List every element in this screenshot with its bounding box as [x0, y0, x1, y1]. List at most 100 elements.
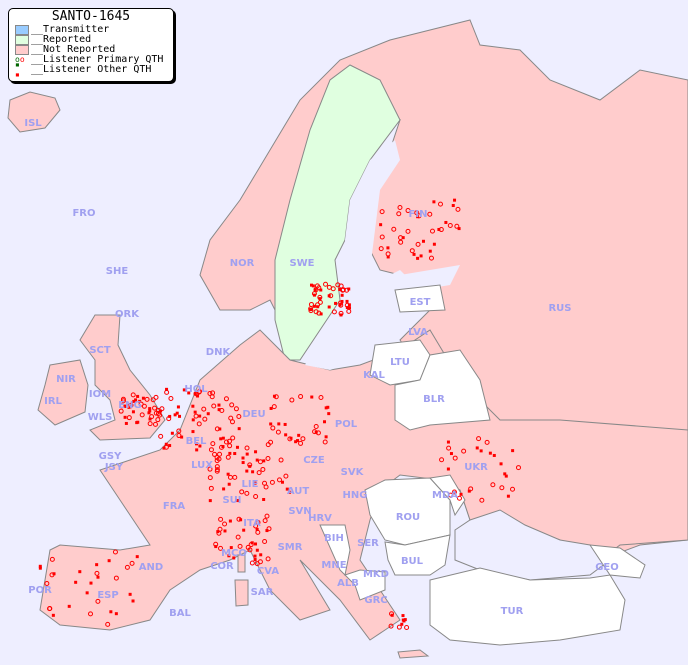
- listener-other-marker: [437, 227, 441, 231]
- listener-other-marker: [148, 409, 152, 413]
- country-label: UKR: [464, 462, 488, 473]
- listener-primary-marker: [218, 545, 224, 551]
- listener-primary-marker: [439, 457, 445, 463]
- listener-primary-marker: [239, 489, 245, 495]
- listener-primary-marker: [452, 455, 458, 461]
- country-label: DEU: [242, 409, 265, 420]
- listener-primary-marker: [313, 423, 319, 429]
- listener-primary-marker: [346, 308, 352, 314]
- country-label: LTU: [390, 357, 410, 368]
- listener-other-marker: [269, 422, 273, 426]
- listener-primary-marker: [141, 403, 147, 409]
- country-label: AND: [139, 562, 163, 573]
- listener-other-marker: [170, 431, 174, 435]
- listener-other-marker: [138, 399, 142, 403]
- listener-primary-marker: [456, 495, 462, 501]
- listener-other-marker: [313, 288, 317, 292]
- listener-primary-marker: [316, 310, 322, 316]
- listener-other-marker: [242, 528, 246, 532]
- listener-primary-marker: [490, 482, 496, 488]
- listener-primary-marker: [312, 429, 318, 435]
- listener-other-marker: [444, 220, 448, 224]
- listener-primary-marker: [510, 486, 516, 492]
- country-label: SHE: [106, 266, 129, 277]
- listener-primary-marker: [124, 564, 130, 570]
- listener-other-marker: [89, 581, 93, 585]
- listener-primary-marker: [193, 413, 199, 419]
- listener-primary-marker: [379, 209, 385, 215]
- listener-other-marker: [453, 491, 457, 495]
- listener-other-marker: [135, 421, 139, 425]
- country-iceland: [7, 91, 61, 133]
- country-label: BUL: [401, 556, 424, 567]
- listener-primary-marker: [214, 467, 220, 473]
- listener-other-marker: [237, 427, 241, 431]
- country-label: HRV: [308, 513, 332, 524]
- listener-other-marker: [253, 481, 257, 485]
- country-label: POR: [28, 585, 52, 596]
- listener-other-marker: [255, 458, 259, 462]
- country-label: SER: [357, 538, 379, 549]
- listener-other-marker: [334, 301, 338, 305]
- listener-primary-marker: [233, 406, 239, 412]
- country-label: MKD: [363, 569, 389, 580]
- listener-primary-marker: [223, 439, 229, 445]
- listener-primary-marker: [163, 444, 169, 450]
- listener-other-marker: [114, 612, 118, 616]
- country-label: ITA: [243, 518, 261, 529]
- listener-primary-marker: [152, 421, 158, 427]
- country-label: BEL: [186, 436, 207, 447]
- listener-other-marker: [198, 444, 202, 448]
- listener-primary-marker: [94, 570, 100, 576]
- listener-primary-marker: [229, 402, 235, 408]
- listener-primary-marker: [126, 415, 132, 421]
- listener-other-marker: [451, 204, 455, 208]
- listener-primary-marker: [208, 447, 214, 453]
- listener-other-marker: [277, 422, 281, 426]
- listener-primary-marker: [405, 228, 411, 234]
- country-label: FIN: [409, 209, 428, 220]
- legend-other-qth: ▪ ▪ __Listener Other QTH: [9, 60, 173, 79]
- listener-primary-marker: [398, 239, 404, 245]
- not-reported-swatch: [15, 45, 29, 55]
- listener-other-marker: [285, 487, 289, 491]
- listener-other-marker: [297, 433, 301, 437]
- listener-other-marker: [178, 414, 182, 418]
- listener-other-marker: [428, 249, 432, 253]
- listener-primary-marker: [396, 211, 402, 217]
- listener-primary-marker: [201, 406, 207, 412]
- listener-other-marker: [255, 527, 259, 531]
- country-label: GRC: [364, 595, 387, 606]
- listener-primary-marker: [275, 429, 281, 435]
- listener-other-marker: [340, 293, 344, 297]
- listener-other-marker: [228, 451, 232, 455]
- listener-primary-marker: [214, 426, 220, 432]
- listener-primary-marker: [49, 556, 55, 562]
- listener-other-marker: [419, 254, 423, 258]
- listener-primary-marker: [149, 414, 155, 420]
- listener-primary-marker: [164, 389, 170, 395]
- listener-primary-marker: [263, 484, 269, 490]
- listener-primary-marker: [298, 440, 304, 446]
- listener-primary-marker: [338, 300, 344, 306]
- country-label: HNG: [343, 490, 368, 501]
- listener-primary-marker: [207, 475, 213, 481]
- listener-primary-marker: [378, 246, 384, 252]
- country-label: FRO: [72, 208, 95, 219]
- country-label: LVA: [408, 327, 428, 338]
- listener-other-marker: [134, 398, 138, 402]
- listener-primary-marker: [235, 534, 241, 540]
- listener-primary-marker: [176, 433, 182, 439]
- country-label: MNE: [321, 560, 346, 571]
- listener-primary-marker: [277, 477, 283, 483]
- sea-bothnia: [345, 140, 400, 290]
- legend-label: __Listener Primary QTH: [31, 54, 164, 65]
- listener-other-marker: [511, 449, 515, 453]
- listener-primary-marker: [447, 223, 453, 229]
- listener-primary-marker: [155, 417, 161, 423]
- listener-other-marker: [180, 435, 184, 439]
- listener-other-marker: [467, 489, 471, 493]
- listener-other-marker: [67, 604, 71, 608]
- listener-primary-marker: [222, 521, 228, 527]
- listener-primary-marker: [317, 294, 323, 300]
